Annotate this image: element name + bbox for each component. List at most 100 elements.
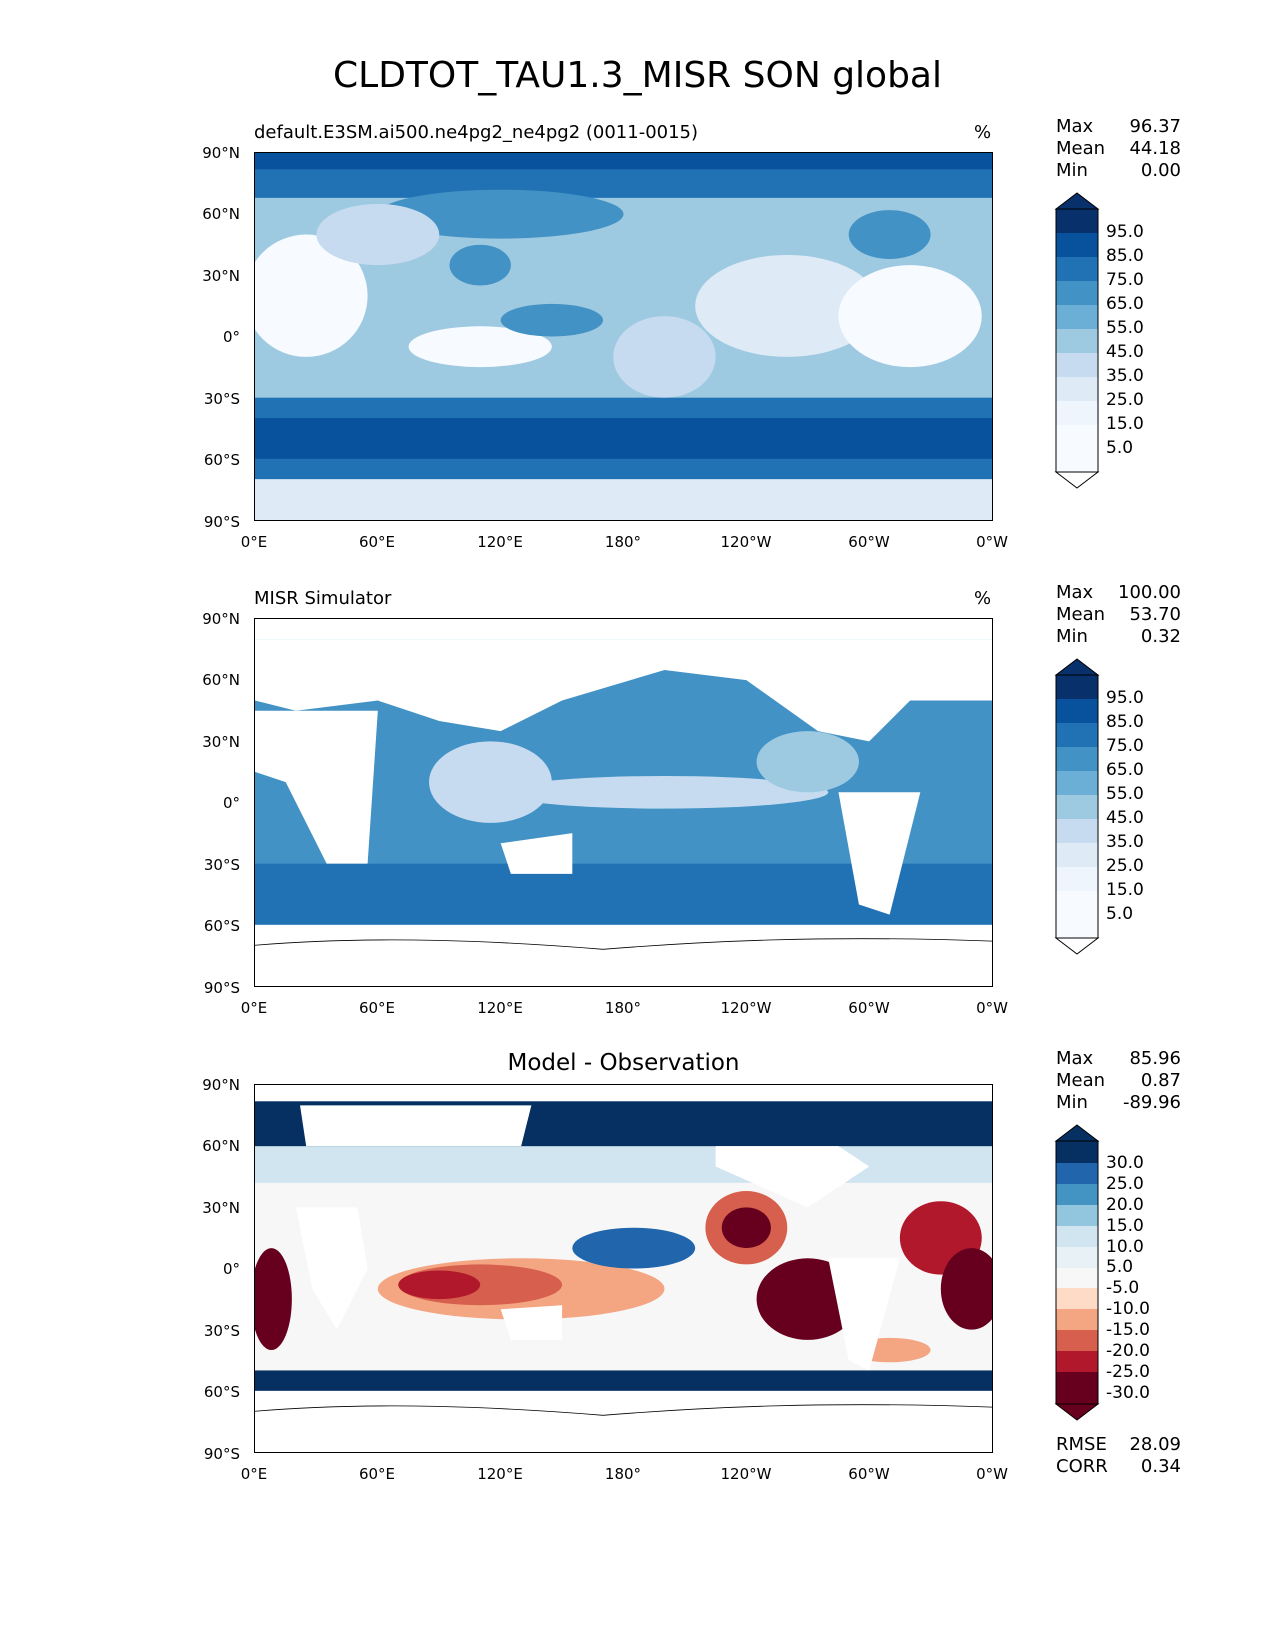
metric-label: RMSE — [1056, 1434, 1107, 1455]
colorbar-label: 75.0 — [1106, 736, 1144, 756]
colorbar-graphic — [1054, 658, 1100, 955]
colorbar-label: 55.0 — [1106, 784, 1144, 804]
stat-label: Max — [1056, 1048, 1094, 1069]
model-map-field — [255, 153, 992, 520]
stat-mean: 44.18 — [1129, 138, 1181, 159]
lon-tick: 120°W — [720, 999, 772, 1017]
diff-map — [254, 1084, 993, 1453]
units-label: % — [974, 588, 992, 609]
lat-tick: 90°S — [203, 1445, 240, 1463]
panel-subtitle: MISR Simulator — [254, 588, 392, 609]
colorbar-label: 65.0 — [1106, 294, 1144, 314]
lon-tick: 60°W — [848, 999, 890, 1017]
diff-map-field — [255, 1101, 992, 1452]
colorbar-label: 25.0 — [1106, 856, 1144, 876]
lat-tick: 0° — [222, 1260, 240, 1278]
colorbar-label: 5.0 — [1106, 904, 1134, 924]
lon-tick: 60°E — [358, 533, 396, 551]
lon-tick: 0°W — [976, 999, 1008, 1017]
colorbar-label: 45.0 — [1106, 808, 1144, 828]
units-label: % — [974, 122, 992, 143]
colorbar-label: 45.0 — [1106, 342, 1144, 362]
colorbar-label: 15.0 — [1106, 1216, 1144, 1236]
lat-tick: 60°N — [202, 671, 240, 689]
lon-tick: 0°W — [976, 533, 1008, 551]
colorbar-label: 35.0 — [1106, 366, 1144, 386]
lon-tick: 180° — [604, 999, 642, 1017]
lon-tick: 60°E — [358, 1465, 396, 1483]
lon-tick: 180° — [604, 1465, 642, 1483]
stat-label: Min — [1056, 1092, 1088, 1113]
obs-colorbar: 95.0 85.0 75.0 65.0 55.0 45.0 35.0 25.0 … — [1054, 658, 1144, 955]
lat-tick: 30°N — [202, 1199, 240, 1217]
corr-value: 0.34 — [1140, 1456, 1181, 1477]
diff-colorbar: 30.0 25.0 20.0 15.0 10.0 5.0 -5.0 -10.0 … — [1054, 1124, 1150, 1421]
lon-tick: 120°W — [720, 533, 772, 551]
colorbar-label: -20.0 — [1106, 1341, 1150, 1361]
colorbar-label: 65.0 — [1106, 760, 1144, 780]
colorbar-label: 95.0 — [1106, 222, 1144, 242]
stat-label: Min — [1056, 626, 1088, 647]
lat-tick: 0° — [222, 794, 240, 812]
lon-tick: 180° — [604, 533, 642, 551]
colorbar-label: 75.0 — [1106, 270, 1144, 290]
lon-tick: 60°E — [358, 999, 396, 1017]
colorbar-graphic — [1054, 1124, 1100, 1421]
lon-tick: 120°E — [477, 999, 523, 1017]
model-colorbar: 95.0 85.0 75.0 65.0 55.0 45.0 35.0 25.0 … — [1054, 192, 1144, 489]
stat-min: 0.00 — [1140, 160, 1181, 181]
colorbar-label: 20.0 — [1106, 1195, 1144, 1215]
colorbar-label: 5.0 — [1106, 438, 1134, 458]
stat-label: Mean — [1056, 138, 1106, 159]
colorbar-label: 5.0 — [1106, 1257, 1134, 1277]
diff-stats: Max 85.96 Mean 0.87 Min -89.96 — [1056, 1048, 1181, 1114]
stat-max: 85.96 — [1129, 1048, 1181, 1069]
lon-tick: 0°W — [976, 1465, 1008, 1483]
colorbar-label: -25.0 — [1106, 1362, 1150, 1382]
lat-tick: 0° — [222, 328, 240, 346]
lat-tick: 60°S — [203, 451, 240, 469]
colorbar-label: 85.0 — [1106, 246, 1144, 266]
lat-tick: 30°N — [202, 267, 240, 285]
model-stats: Max 96.37 Mean 44.18 Min 0.00 — [1056, 116, 1181, 182]
lon-tick: 120°E — [477, 533, 523, 551]
lat-tick: 30°N — [202, 733, 240, 751]
stat-max: 96.37 — [1129, 116, 1181, 137]
colorbar-label: -15.0 — [1106, 1320, 1150, 1340]
colorbar-label: 85.0 — [1106, 712, 1144, 732]
colorbar-graphic — [1054, 192, 1100, 489]
colorbar-label: 15.0 — [1106, 414, 1144, 434]
colorbar-label: 10.0 — [1106, 1237, 1144, 1257]
lat-tick: 60°S — [203, 917, 240, 935]
colorbar-label: 25.0 — [1106, 390, 1144, 410]
lat-tick: 90°S — [203, 513, 240, 531]
colorbar-label: 55.0 — [1106, 318, 1144, 338]
lat-tick: 90°N — [202, 144, 240, 162]
stat-label: Min — [1056, 160, 1088, 181]
metric-label: CORR — [1056, 1456, 1108, 1477]
lon-tick: 0°E — [240, 533, 268, 551]
lat-tick: 90°N — [202, 1076, 240, 1094]
stat-mean: 0.87 — [1140, 1070, 1181, 1091]
stat-mean: 53.70 — [1129, 604, 1181, 625]
colorbar-label: 15.0 — [1106, 880, 1144, 900]
colorbar-label: 30.0 — [1106, 1153, 1144, 1173]
lat-tick: 60°S — [203, 1383, 240, 1401]
colorbar-label: -5.0 — [1106, 1278, 1140, 1298]
figure-title: CLDTOT_TAU1.3_MISR SON global — [333, 55, 942, 96]
lat-tick: 30°S — [203, 390, 240, 408]
colorbar-label: 35.0 — [1106, 832, 1144, 852]
stat-label: Max — [1056, 116, 1094, 137]
lon-tick: 0°E — [240, 999, 268, 1017]
lat-tick: 90°N — [202, 610, 240, 628]
colorbar-label: 25.0 — [1106, 1174, 1144, 1194]
panel-title: Model - Observation — [507, 1050, 740, 1076]
obs-map-field — [255, 639, 992, 986]
lat-tick: 30°S — [203, 856, 240, 874]
lon-tick: 120°W — [720, 1465, 772, 1483]
model-map — [254, 152, 993, 521]
diff-metrics: RMSE 28.09 CORR 0.34 — [1056, 1434, 1181, 1478]
